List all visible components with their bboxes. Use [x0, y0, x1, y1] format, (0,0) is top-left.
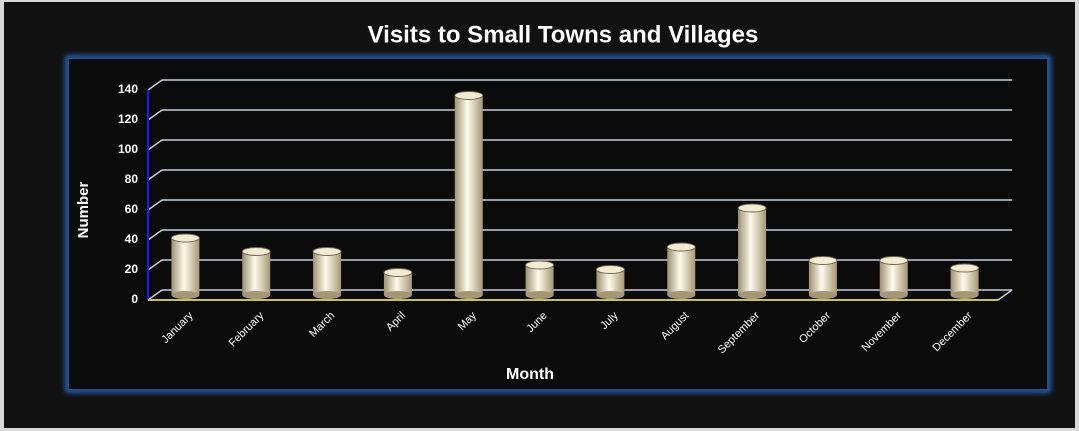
y-tick-label: 0 [131, 292, 138, 306]
y-tick-label: 120 [118, 112, 138, 126]
bar-bottom [242, 291, 271, 299]
bar-bottom [667, 291, 696, 299]
bar-top [312, 247, 342, 256]
bar [313, 251, 342, 295]
grid-diagonal [147, 289, 163, 301]
grid-diagonal [147, 259, 163, 271]
y-tick-label: 100 [118, 142, 138, 156]
bar-bottom [171, 291, 200, 299]
bar-top [383, 268, 413, 277]
grid-diagonal [147, 109, 163, 121]
bar-bottom [950, 291, 979, 299]
bar-top [170, 233, 200, 243]
bar-top [595, 265, 625, 274]
bar [242, 251, 271, 295]
y-axis-title: Number [75, 182, 92, 239]
bar-bottom [738, 291, 767, 299]
y-tick-label: 80 [125, 172, 139, 186]
bar [667, 247, 696, 295]
floor-side [997, 289, 1013, 301]
bar-top [454, 91, 484, 100]
plot-frame [67, 57, 1049, 391]
bar-bottom [808, 291, 837, 299]
grid-diagonal [147, 139, 163, 151]
bar [454, 95, 483, 295]
bar [525, 265, 554, 295]
bar [808, 260, 837, 295]
grid-diagonal [147, 79, 163, 91]
grid-diagonal [147, 229, 163, 241]
y-tick-label: 60 [125, 202, 139, 216]
chart-title: Visits to Small Towns and Villages [368, 21, 759, 48]
bar [171, 238, 200, 295]
bar-bottom [596, 291, 625, 299]
grid-diagonal [147, 199, 163, 211]
bar-top [525, 260, 555, 270]
bar [738, 208, 767, 295]
x-axis-title: Month [506, 366, 554, 383]
bar-bottom [313, 291, 342, 299]
bar [383, 272, 412, 295]
bar-top [241, 247, 271, 256]
y-tick-label: 140 [118, 82, 138, 96]
bar-bottom [454, 291, 483, 299]
bar [879, 260, 908, 295]
y-tick-label: 40 [125, 232, 139, 246]
bar-bottom [879, 291, 908, 299]
bar-top [879, 256, 909, 265]
bar-top [808, 256, 838, 265]
bar-top [666, 242, 696, 252]
bar-bottom [525, 291, 554, 299]
y-tick-label: 20 [125, 262, 139, 276]
grid-diagonal [147, 169, 163, 181]
bar-bottom [383, 291, 412, 299]
bar-top [737, 203, 767, 213]
bar-top [950, 263, 980, 273]
